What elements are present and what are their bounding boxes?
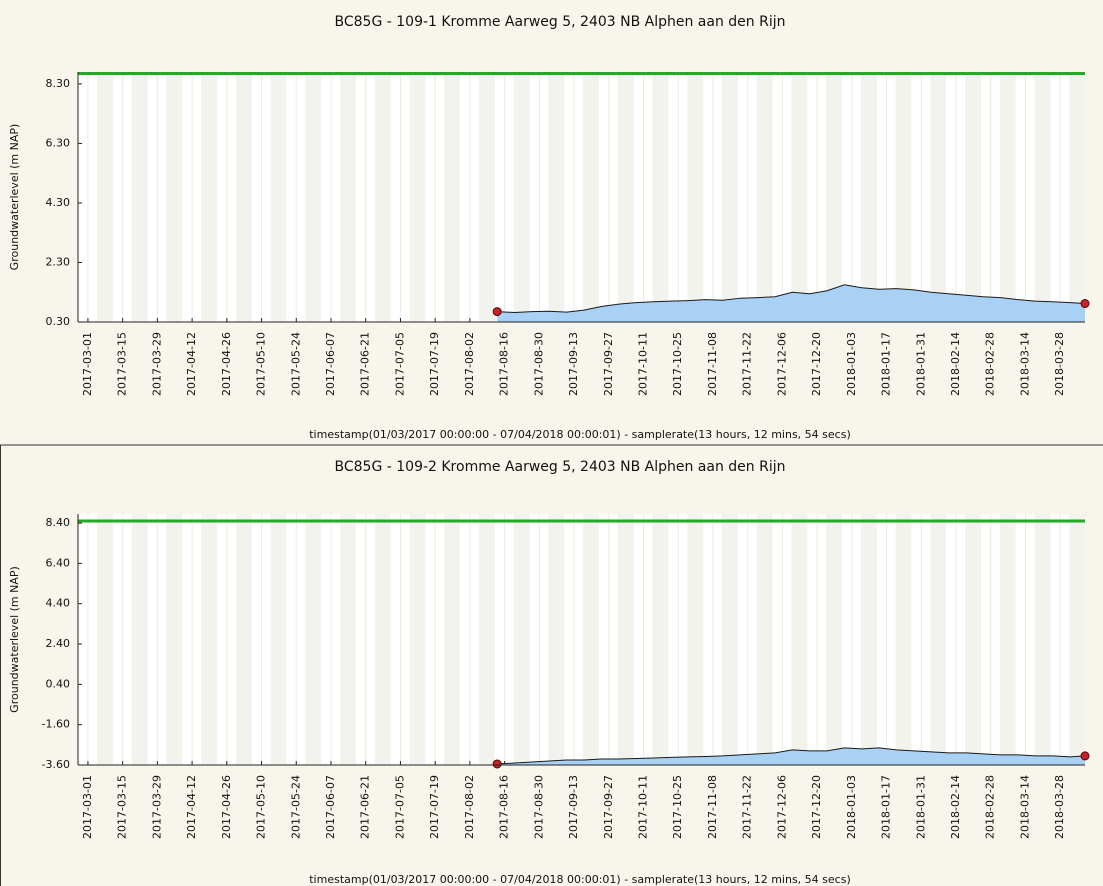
end-marker: [1080, 751, 1090, 761]
x-tick-label: 2017-08-02: [463, 775, 476, 839]
data-line: [497, 284, 1086, 313]
x-tick-label: 2017-09-27: [602, 332, 615, 396]
x-tick-label: 2017-12-20: [810, 332, 823, 396]
data-line: [497, 747, 1086, 765]
x-tick-label: 2017-11-08: [706, 775, 719, 839]
y-tick-label: 0.30: [46, 315, 71, 328]
x-tick-label: 2018-02-28: [984, 332, 997, 396]
x-tick-label: 2017-12-06: [775, 775, 788, 839]
end-marker: [1080, 299, 1090, 309]
x-tick-label: 2017-12-06: [775, 332, 788, 396]
x-tick-label: 2017-03-15: [116, 775, 129, 839]
y-tick-label: 4.30: [46, 196, 71, 209]
chart-title: BC85G - 109-2 Kromme Aarweg 5, 2403 NB A…: [335, 459, 786, 475]
x-tick-label: 2018-01-17: [880, 332, 893, 396]
x-tick-label: 2018-02-14: [949, 775, 962, 839]
y-axis-label: Groundwaterlevel (m NAP): [8, 124, 21, 271]
x-tick-label: 2017-03-15: [116, 332, 129, 396]
x-tick-label: 2017-08-30: [532, 332, 545, 396]
end-marker: [492, 307, 502, 317]
x-tick-label: 2017-10-25: [671, 332, 684, 396]
y-tick-label: 6.30: [46, 136, 71, 149]
x-tick-label: 2017-09-27: [602, 775, 615, 839]
y-tick-label: -1.60: [42, 718, 70, 731]
x-tick-label: 2017-04-26: [220, 775, 233, 839]
x-tick-label: 2017-08-16: [498, 775, 511, 839]
x-tick-label: 2017-08-16: [498, 332, 511, 396]
x-tick-label: 2017-09-13: [567, 775, 580, 839]
y-tick-label: 8.40: [46, 516, 71, 529]
x-tick-label: 2017-08-02: [463, 332, 476, 396]
x-tick-label: 2018-01-31: [914, 332, 927, 396]
x-tick-label: 2017-06-07: [324, 332, 337, 396]
x-axis-label: timestamp(01/03/2017 00:00:00 - 07/04/20…: [309, 428, 851, 441]
end-marker: [492, 759, 502, 769]
y-tick-label: 0.40: [46, 677, 71, 690]
x-tick-label: 2018-03-14: [1018, 332, 1031, 396]
x-tick-label: 2017-07-19: [428, 775, 441, 839]
y-tick-label: 6.40: [46, 556, 71, 569]
x-axis-label: timestamp(01/03/2017 00:00:00 - 07/04/20…: [309, 873, 851, 886]
x-tick-label: 2018-01-03: [845, 332, 858, 396]
x-tick-label: 2017-03-01: [81, 332, 94, 396]
x-tick-label: 2017-07-05: [393, 332, 406, 396]
x-tick-label: 2018-02-14: [949, 332, 962, 396]
x-tick-label: 2017-11-22: [741, 332, 754, 396]
x-tick-label: 2018-02-28: [984, 775, 997, 839]
x-tick-label: 2017-03-01: [81, 775, 94, 839]
x-tick-label: 2017-08-30: [532, 775, 545, 839]
x-tick-label: 2018-03-28: [1053, 775, 1066, 839]
y-tick-label: 4.40: [46, 597, 71, 610]
x-tick-label: 2017-06-21: [359, 332, 372, 396]
y-axis-label: Groundwaterlevel (m NAP): [8, 566, 21, 713]
x-tick-label: 2017-03-29: [150, 332, 163, 396]
x-tick-label: 2017-07-05: [393, 775, 406, 839]
x-tick-label: 2018-01-03: [845, 775, 858, 839]
x-tick-label: 2018-03-28: [1053, 332, 1066, 396]
y-tick-label: 8.30: [46, 77, 71, 90]
x-tick-label: 2017-10-11: [637, 332, 650, 396]
x-tick-label: 2017-03-29: [150, 775, 163, 839]
y-tick-label: 2.40: [46, 637, 71, 650]
area-fill: [497, 284, 1086, 322]
y-tick-label: 2.30: [46, 255, 71, 268]
y-tick-label: -3.60: [42, 758, 70, 771]
x-tick-label: 2018-03-14: [1018, 775, 1031, 839]
x-tick-label: 2017-10-11: [637, 775, 650, 839]
x-tick-label: 2017-10-25: [671, 775, 684, 839]
x-tick-label: 2017-05-24: [289, 775, 302, 839]
x-tick-label: 2017-05-24: [289, 332, 302, 396]
chart-title: BC85G - 109-1 Kromme Aarweg 5, 2403 NB A…: [335, 14, 786, 30]
x-tick-label: 2017-04-26: [220, 332, 233, 396]
x-tick-label: 2017-04-12: [185, 775, 198, 839]
x-tick-label: 2017-05-10: [255, 332, 268, 396]
x-tick-label: 2018-01-31: [914, 775, 927, 839]
x-tick-label: 2017-09-13: [567, 332, 580, 396]
x-tick-label: 2018-01-17: [880, 775, 893, 839]
x-tick-label: 2017-04-12: [185, 332, 198, 396]
x-tick-label: 2017-05-10: [255, 775, 268, 839]
x-tick-label: 2017-06-21: [359, 775, 372, 839]
x-tick-label: 2017-11-22: [741, 775, 754, 839]
x-tick-label: 2017-12-20: [810, 775, 823, 839]
area-fill: [497, 747, 1086, 765]
x-tick-label: 2017-07-19: [428, 332, 441, 396]
x-tick-label: 2017-06-07: [324, 775, 337, 839]
x-tick-label: 2017-11-08: [706, 332, 719, 396]
